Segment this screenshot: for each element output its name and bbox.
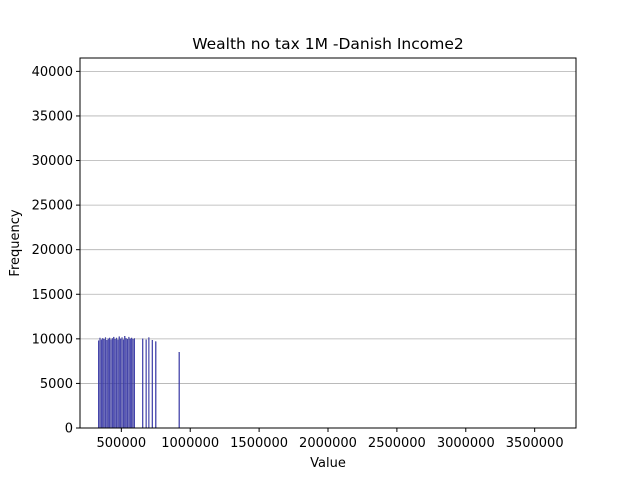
histogram-bar-6 <box>106 340 108 429</box>
histogram-bar-9 <box>110 339 112 429</box>
histogram-bar-25 <box>132 339 134 429</box>
x-tick-label-5: 3000000 <box>437 436 495 451</box>
histogram-bar-15 <box>118 336 120 429</box>
x-tick-label-3: 2000000 <box>299 436 357 451</box>
histogram-bar-23 <box>129 338 131 429</box>
histogram-bar-28 <box>145 339 147 429</box>
x-tick-label-0: 500000 <box>97 436 147 451</box>
y-tick-label-4: 20000 <box>32 243 73 258</box>
x-axis-label: Value <box>310 456 346 471</box>
histogram-bar-31 <box>155 341 157 429</box>
chart-title: Wealth no tax 1M -Danish Income2 <box>192 35 464 53</box>
histogram-bar-14 <box>117 339 119 429</box>
histogram-bar-22 <box>128 336 130 429</box>
histogram-bar-26 <box>133 338 135 429</box>
x-axis-ticks: 500000 1000000 1500000 2000000 2500000 300000… <box>97 428 564 451</box>
histogram-bar-5 <box>104 337 107 429</box>
histogram-bar-29 <box>148 337 150 429</box>
histogram-bar-20 <box>125 338 127 429</box>
y-tick-label-1: 5000 <box>40 377 73 392</box>
histogram-bar-4 <box>103 339 105 429</box>
x-tick-label-2: 1500000 <box>230 436 288 451</box>
histogram-bar-3 <box>102 338 104 429</box>
y-tick-label-8: 40000 <box>32 65 73 80</box>
histogram-bar-32 <box>178 352 180 429</box>
bars-group <box>98 336 180 429</box>
histogram-bar-19 <box>124 336 126 429</box>
histogram-bar-16 <box>120 338 122 429</box>
histogram-bar-24 <box>131 337 133 429</box>
histogram-bar-10 <box>111 338 113 429</box>
histogram-bar-11 <box>113 336 115 429</box>
plot-frame <box>79 57 577 429</box>
histogram-bar-2 <box>100 339 102 429</box>
histogram-bar-0 <box>98 340 100 429</box>
x-tick-label-1: 1000000 <box>161 436 219 451</box>
histogram-bar-7 <box>107 338 109 429</box>
y-axis-label: Frequency <box>8 209 23 276</box>
y-tick-label-3: 15000 <box>32 288 73 303</box>
histogram-bar-18 <box>122 339 124 429</box>
x-tick-label-4: 2500000 <box>368 436 426 451</box>
y-axis-ticks: 0 5000 10000 15000 20000 25000 30000 35000 40000 <box>32 65 80 437</box>
histogram-bar-12 <box>114 339 116 429</box>
histogram-bar-13 <box>115 337 118 429</box>
histogram-bar-21 <box>126 339 129 429</box>
y-tick-label-6: 30000 <box>32 154 73 169</box>
histogram-bar-30 <box>151 340 153 429</box>
y-tick-label-5: 25000 <box>32 199 73 214</box>
y-tick-label-7: 35000 <box>32 109 73 124</box>
y-tick-label-0: 0 <box>65 422 73 437</box>
histogram-bar-1 <box>99 337 101 429</box>
grid-lines <box>80 70 576 429</box>
y-tick-label-2: 10000 <box>32 332 73 347</box>
histogram-bar-27 <box>142 338 144 429</box>
histogram-bar-8 <box>109 337 111 429</box>
histogram-bar-17 <box>121 337 123 429</box>
x-tick-label-6: 3500000 <box>506 436 564 451</box>
